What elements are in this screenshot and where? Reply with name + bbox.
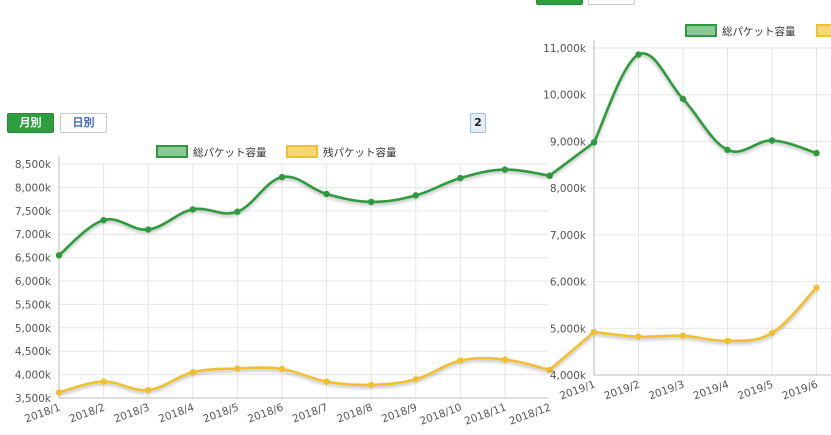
legend-label: 残パケット容量: [323, 146, 397, 159]
y-tick-label: 5,000k: [15, 323, 52, 335]
data-point: [501, 356, 509, 363]
y-tick-label: 7,500k: [15, 206, 52, 218]
legend-swatch: [286, 145, 318, 158]
data-point: [189, 206, 196, 213]
series-line-remaining: [58, 356, 550, 394]
legend-label: 総パケット容量: [722, 25, 796, 38]
y-tick-label: 11,000k: [543, 43, 587, 55]
data-point: [768, 137, 776, 144]
x-tick-label: 2019/3: [647, 379, 686, 403]
data-point: [145, 226, 152, 233]
daily-button-top[interactable]: [588, 0, 635, 5]
data-point: [724, 337, 731, 345]
y-tick-label: 6,000k: [550, 277, 587, 289]
x-tick-label: 2018/4: [157, 401, 196, 425]
data-point: [679, 332, 687, 339]
series-line-total: [592, 52, 817, 155]
data-point: [323, 190, 330, 198]
y-tick-label: 10,000k: [543, 90, 587, 102]
data-point: [189, 369, 196, 376]
x-tick-label: 2019/2: [603, 379, 642, 403]
y-tick-label: 4,500k: [15, 346, 52, 358]
data-point: [590, 328, 598, 336]
data-point: [635, 51, 642, 58]
y-tick-label: 6,000k: [15, 276, 52, 288]
data-point: [635, 333, 642, 340]
y-tick-label: 7,000k: [550, 230, 587, 242]
data-point: [100, 378, 107, 385]
legend-swatch: [685, 24, 717, 37]
data-point: [55, 389, 63, 396]
x-tick-label: 2018/2: [68, 402, 107, 426]
y-tick-label: 3,500k: [15, 393, 52, 405]
x-tick-label: 2018/3: [112, 402, 151, 426]
data-point: [813, 284, 820, 291]
data-point: [100, 216, 107, 224]
x-tick-label: 2019/5: [736, 379, 775, 403]
series-line-remaining: [593, 286, 818, 343]
data-point: [278, 365, 286, 373]
x-tick-label: 2018/11: [463, 402, 508, 428]
legend-swatch: [156, 145, 188, 158]
data-point: [145, 386, 152, 394]
data-point: [768, 329, 776, 337]
data-point: [412, 192, 419, 199]
y-tick-label: 8,000k: [15, 182, 52, 194]
x-tick-label: 2018/10: [418, 402, 463, 428]
data-point: [813, 149, 820, 157]
series-connector: [548, 141, 595, 177]
y-tick-label: 7,000k: [15, 229, 52, 241]
data-point: [590, 139, 598, 146]
y-tick-label: 5,500k: [15, 299, 52, 311]
daily-button[interactable]: 日別: [60, 113, 107, 133]
data-point: [278, 173, 286, 181]
data-point: [234, 208, 241, 215]
data-point: [55, 252, 63, 259]
data-point: [368, 381, 375, 389]
monthly-button[interactable]: 月別: [7, 113, 54, 133]
data-point: [457, 174, 464, 182]
page-stub-button[interactable]: 2: [470, 113, 486, 133]
y-tick-label: 4,000k: [15, 370, 52, 382]
y-tick-label: 8,500k: [15, 159, 52, 171]
data-point: [368, 198, 375, 206]
x-tick-label: 2018/8: [335, 402, 374, 426]
legend-swatch: [816, 24, 831, 37]
x-tick-label: 2018/9: [380, 402, 419, 426]
x-tick-label: 2018/1: [23, 402, 62, 426]
legend-label: 総パケット容量: [193, 146, 267, 159]
series-connector: [548, 331, 595, 371]
data-point: [724, 146, 731, 154]
x-tick-label: 2019/4: [692, 378, 731, 402]
data-point: [412, 376, 419, 383]
y-tick-label: 9,000k: [550, 136, 587, 148]
data-point: [234, 365, 241, 372]
x-tick-label: 2019/1: [558, 379, 597, 403]
data-point: [501, 166, 509, 173]
monthly-button-top[interactable]: [536, 0, 583, 5]
y-tick-label: 4,000k: [550, 370, 587, 382]
data-point: [679, 95, 687, 103]
series-line-total: [58, 168, 550, 257]
x-tick-label: 2018/5: [202, 402, 241, 426]
y-tick-label: 5,000k: [550, 323, 587, 335]
data-point: [323, 378, 330, 385]
x-tick-label: 2018/6: [246, 401, 285, 425]
x-tick-label: 2019/6: [781, 378, 820, 402]
y-tick-label: 8,000k: [550, 183, 587, 195]
x-tick-label: 2018/12: [508, 402, 553, 428]
data-point: [457, 357, 464, 364]
y-tick-label: 6,500k: [15, 253, 52, 265]
x-tick-label: 2018/7: [291, 402, 330, 426]
